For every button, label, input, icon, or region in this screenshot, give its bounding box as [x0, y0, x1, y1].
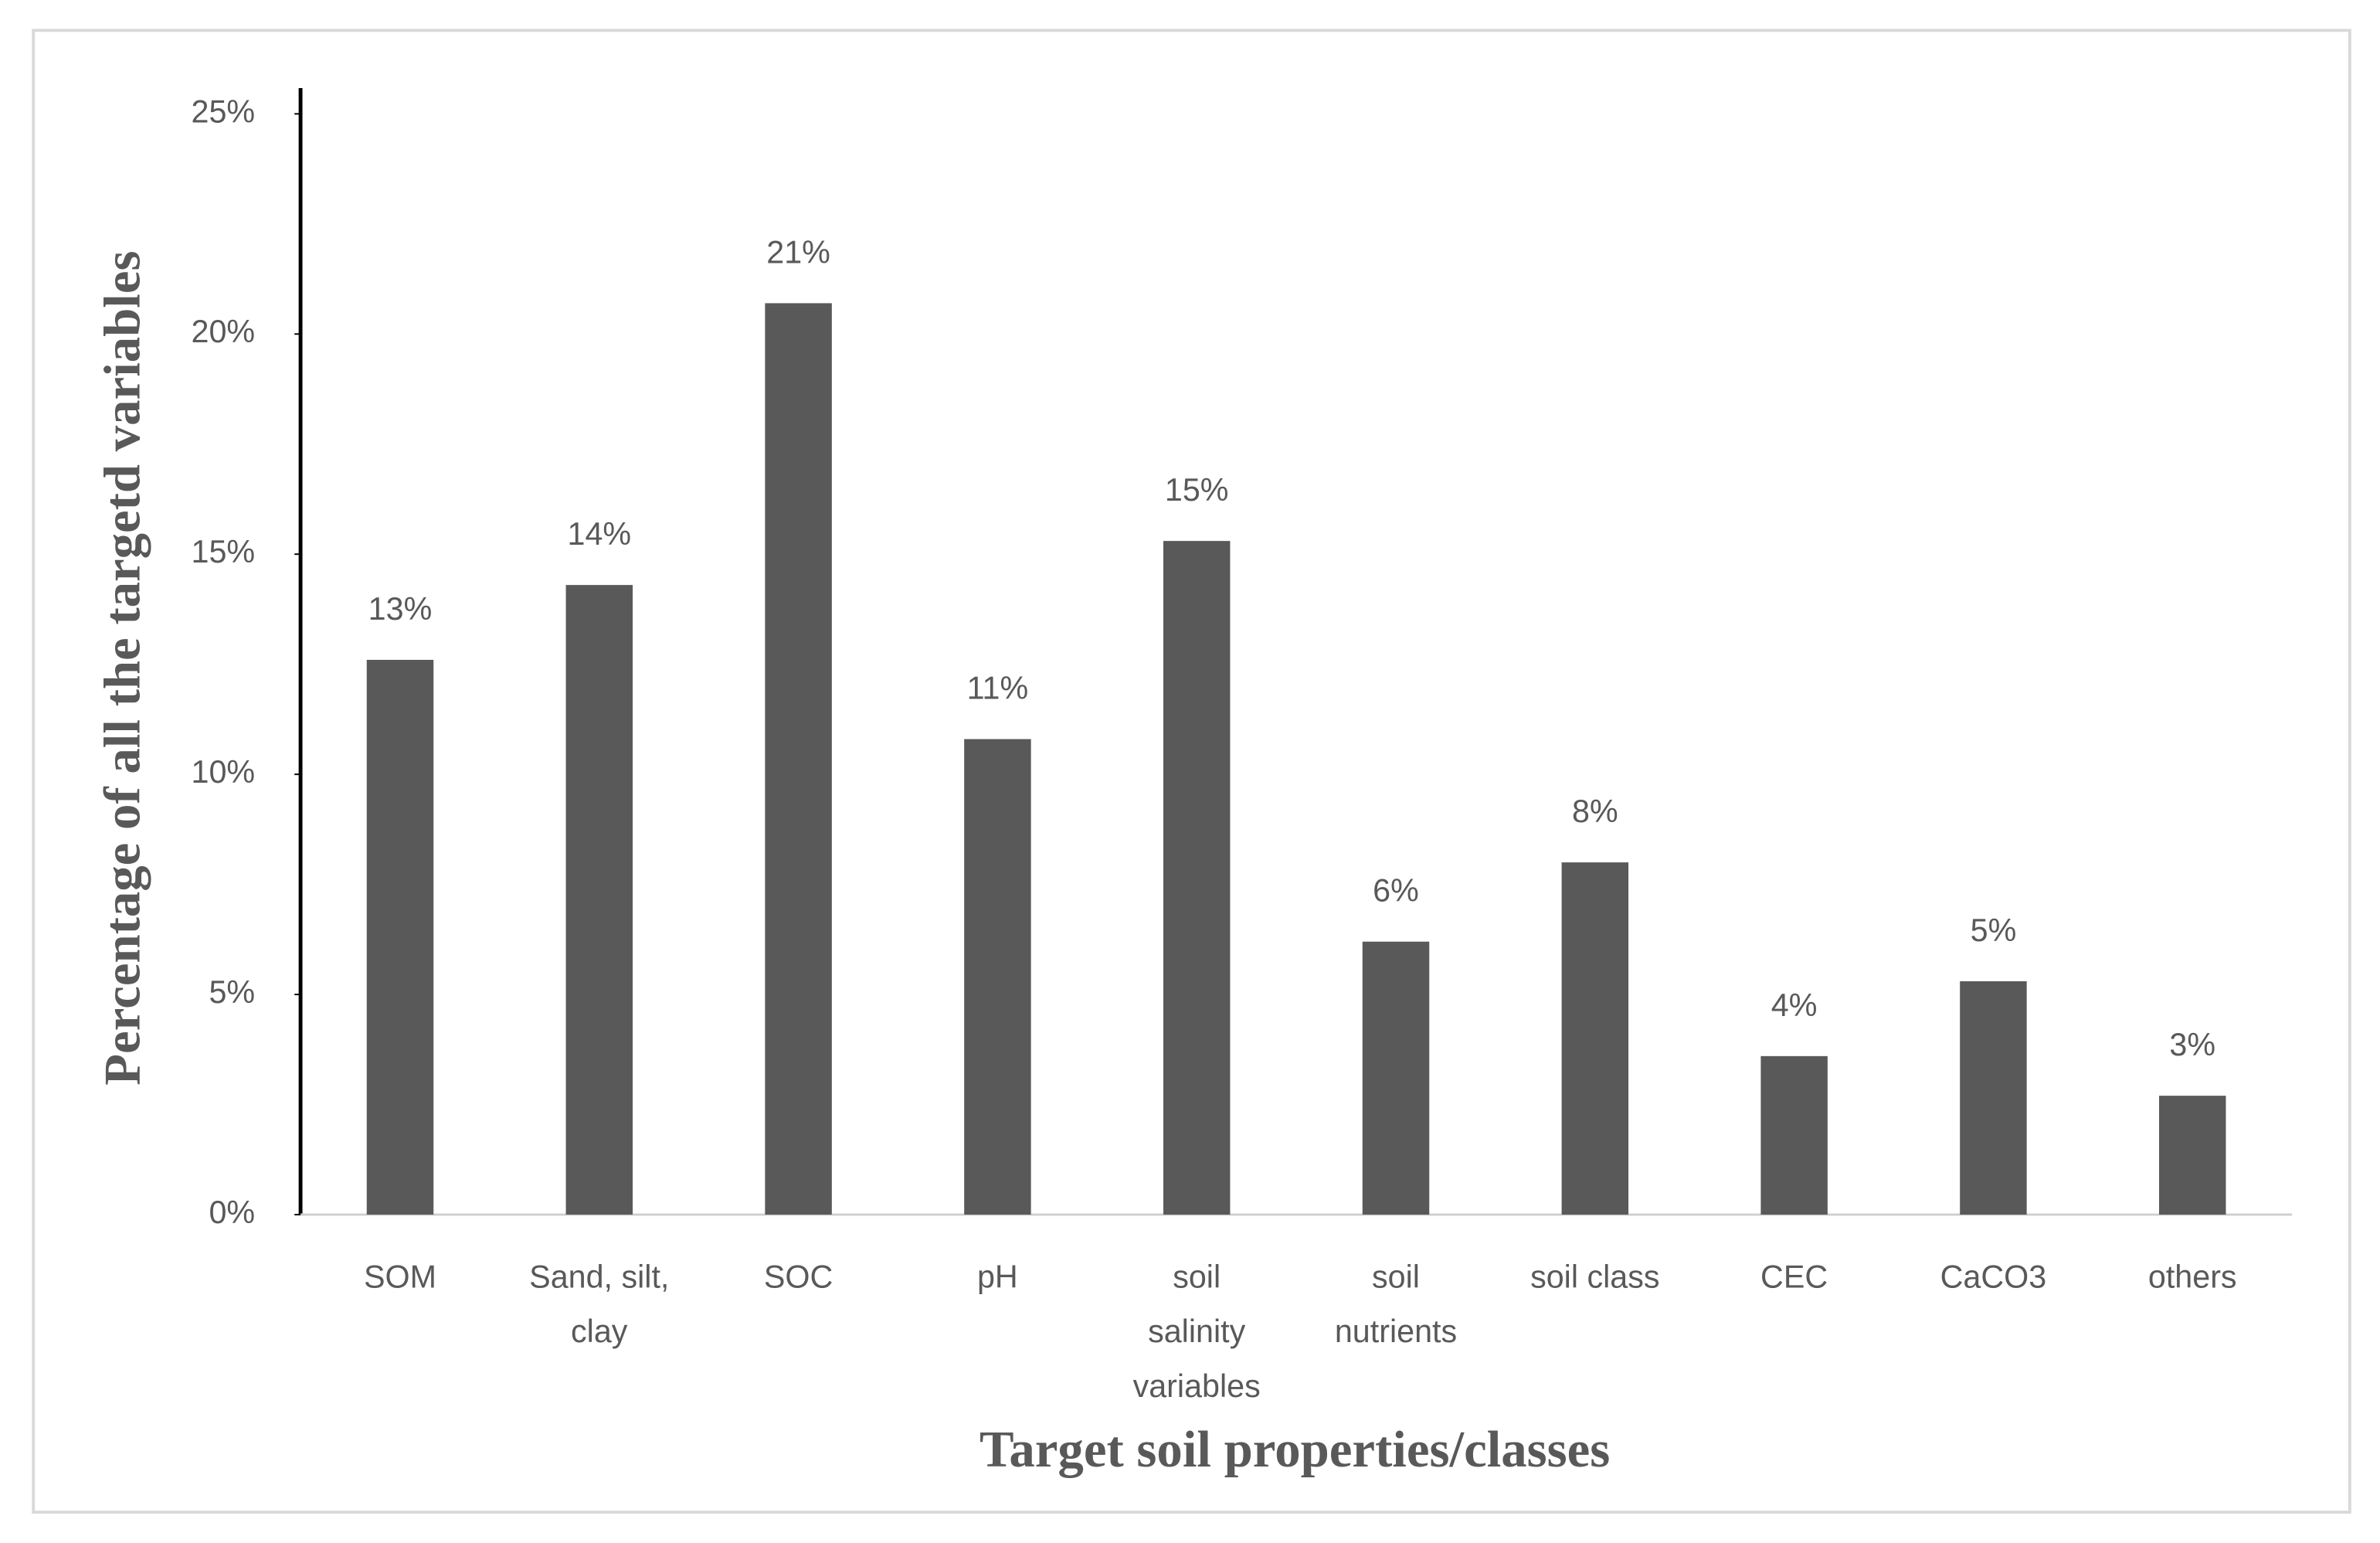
- value-label: 5%: [1971, 913, 2017, 948]
- value-label: 3%: [2169, 1027, 2215, 1062]
- y-tick-label: 15%: [192, 534, 256, 569]
- bar: [964, 739, 1031, 1215]
- y-axis-title: Percentage of all the targetd variables: [93, 250, 151, 1085]
- bar: [1561, 862, 1629, 1215]
- x-tick-label: soil nutrients: [1334, 1259, 1458, 1350]
- x-tick-label: pH: [976, 1259, 1018, 1296]
- bar: [765, 303, 832, 1215]
- x-tick-label: soil salinity variables: [1132, 1259, 1261, 1405]
- x-tick-label: SOC: [763, 1259, 834, 1296]
- x-axis-title: Target soil properties/classes: [980, 1421, 1610, 1478]
- x-tick-label: CEC: [1760, 1259, 1828, 1296]
- value-label: 21%: [766, 234, 830, 270]
- chart-border: [32, 29, 2351, 1514]
- bar: [565, 585, 633, 1215]
- bar: [2159, 1096, 2226, 1215]
- bar: [1362, 941, 1430, 1215]
- value-label: 13%: [368, 591, 433, 627]
- y-tick-label: 5%: [209, 974, 255, 1010]
- value-label: 14%: [568, 516, 632, 552]
- value-label: 6%: [1373, 873, 1419, 909]
- y-tick-label: 0%: [209, 1195, 255, 1230]
- value-label: 8%: [1572, 794, 1618, 829]
- y-tick-label: 25%: [192, 93, 256, 129]
- bar: [1960, 981, 2027, 1215]
- x-tick-label: CaCO3: [1940, 1259, 2047, 1296]
- x-tick-label: soil class: [1530, 1259, 1660, 1296]
- bar: [1163, 541, 1231, 1215]
- x-tick-label: others: [2147, 1259, 2237, 1296]
- value-label: 11%: [967, 671, 1029, 706]
- value-label: 15%: [1165, 472, 1229, 508]
- y-tick-label: 20%: [192, 314, 256, 349]
- value-label: 4%: [1771, 987, 1818, 1023]
- x-tick-label: Sand, silt, clay: [529, 1259, 670, 1350]
- bar: [366, 659, 434, 1215]
- x-tick-label: SOM: [363, 1259, 436, 1296]
- bar: [1760, 1055, 1828, 1215]
- y-tick-label: 10%: [192, 754, 256, 790]
